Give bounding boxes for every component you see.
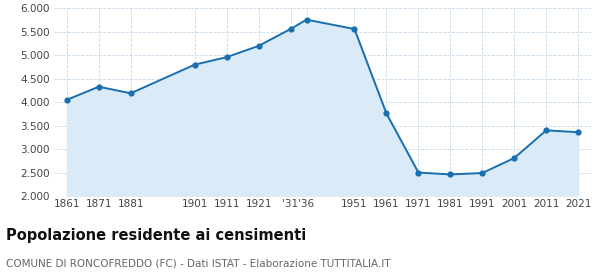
Point (222, 55, 232, 59)
Point (94, 85, 104, 89)
Point (541, 128, 551, 133)
Point (382, 111, 391, 116)
Point (478, 171, 487, 175)
Text: COMUNE DI RONCOFREDDO (FC) - Dati ISTAT - Elaborazione TUTTITALIA.IT: COMUNE DI RONCOFREDDO (FC) - Dati ISTAT … (6, 259, 391, 269)
Point (509, 156, 519, 160)
Text: Popolazione residente ai censimenti: Popolazione residente ai censimenti (6, 228, 306, 243)
Point (350, 27, 359, 31)
Point (574, 130, 583, 134)
Point (446, 172, 455, 177)
Point (62, 98, 71, 102)
Point (126, 91, 136, 95)
Point (190, 62, 199, 67)
Point (254, 44, 263, 48)
Point (413, 170, 423, 175)
Point (302, 17, 311, 22)
Point (286, 27, 295, 31)
